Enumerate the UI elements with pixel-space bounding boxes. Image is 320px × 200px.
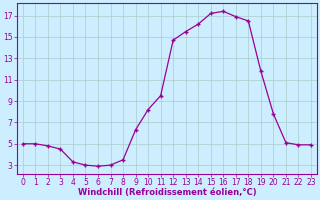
X-axis label: Windchill (Refroidissement éolien,°C): Windchill (Refroidissement éolien,°C): [77, 188, 256, 197]
